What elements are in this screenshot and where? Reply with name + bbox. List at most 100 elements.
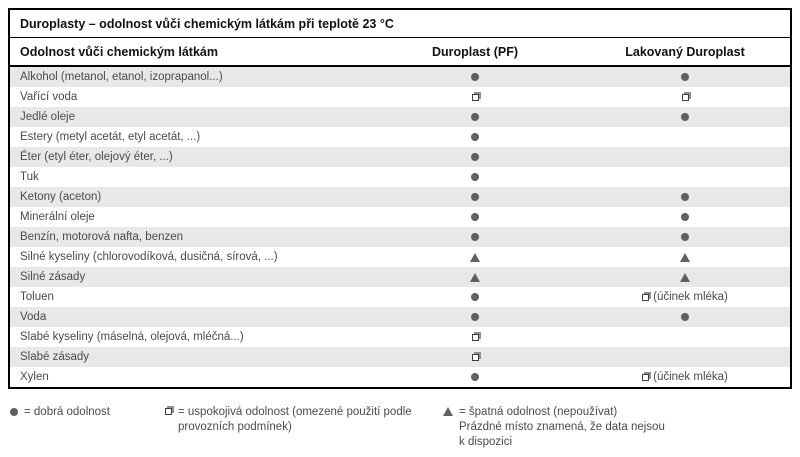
- substance-cell: Slabé kyseliny (máselná, olejová, mléčná…: [20, 331, 244, 343]
- poor-resistance-icon: [680, 272, 690, 282]
- chemical-resistance-table: Duroplasty – odolnost vůči chemickým lát…: [8, 8, 792, 389]
- poor-resistance-icon: [443, 407, 453, 416]
- good-resistance-icon: [10, 408, 18, 416]
- fair-resistance-icon: [471, 354, 479, 361]
- good-resistance-icon: [471, 213, 479, 221]
- table-row: Toluen (účinek mléka): [10, 287, 790, 307]
- rating-note: (účinek mléka): [653, 371, 728, 383]
- table-row: Xylen (účinek mléka): [10, 367, 790, 387]
- good-resistance-icon: [471, 233, 479, 241]
- good-resistance-icon: [681, 193, 689, 201]
- substance-cell: Alkohol (metanol, etanol, izoprapanol...…: [20, 71, 223, 83]
- duroplast-pf-rating-cell: [370, 233, 580, 241]
- duroplast-pf-rating-cell: [370, 73, 580, 81]
- duroplast-pf-rating-cell: [370, 272, 580, 282]
- legend-text-line: = dobrá odolnost: [24, 406, 110, 418]
- duroplast-pf-rating-cell: [370, 193, 580, 201]
- substance-cell: Tuk: [20, 171, 39, 183]
- legend-text-line: k dispozici: [459, 436, 513, 448]
- duroplast-pf-rating-cell: [370, 173, 580, 181]
- duroplast-pf-rating-cell: [370, 333, 580, 341]
- good-resistance-icon: [471, 113, 479, 121]
- legend-text-line: = špatná odolnost (nepoužívat): [459, 406, 618, 418]
- table-row: Silné zásady: [10, 267, 790, 287]
- header-duroplast-pf: Duroplast (PF): [431, 44, 519, 59]
- good-resistance-icon: [471, 373, 479, 381]
- lacquered-duroplast-rating-cell: [580, 93, 790, 101]
- substance-cell: Xylen: [20, 371, 49, 383]
- substance-cell: Éter (etyl éter, olejový éter, ...): [20, 151, 173, 163]
- good-resistance-icon: [681, 313, 689, 321]
- good-resistance-icon: [471, 73, 479, 81]
- table-row: Slabé kyseliny (máselná, olejová, mléčná…: [10, 327, 790, 347]
- legend-text-line: Prázdné místo znamená, že data nejsou: [459, 421, 665, 433]
- table-header-row: Odolnost vůči chemickým látkám Duroplast…: [10, 38, 790, 67]
- poor-resistance-icon: [470, 272, 480, 282]
- good-resistance-icon: [471, 193, 479, 201]
- header-substance: Odolnost vůči chemickým látkám: [20, 44, 218, 59]
- legend-text-line: provozních podmínek): [178, 421, 292, 433]
- table-row: Alkohol (metanol, etanol, izoprapanol...…: [10, 67, 790, 87]
- lacquered-duroplast-rating-cell: [580, 313, 790, 321]
- table-title: Duroplasty – odolnost vůči chemickým lát…: [10, 10, 790, 38]
- legend-text-line: = uspokojivá odolnost (omezené použití p…: [178, 406, 412, 418]
- fair-resistance-icon: [165, 408, 172, 415]
- duroplast-pf-rating-cell: [370, 353, 580, 361]
- rating-note: (účinek mléka): [653, 291, 728, 303]
- legend-item: = uspokojivá odolnost (omezené použití p…: [165, 405, 412, 435]
- good-resistance-icon: [471, 313, 479, 321]
- good-resistance-icon: [681, 213, 689, 221]
- good-resistance-icon: [471, 173, 479, 181]
- duroplast-pf-rating-cell: [370, 313, 580, 321]
- substance-cell: Slabé zásady: [20, 351, 90, 363]
- table-row: Estery (metyl acetát, etyl acetát, ...): [10, 127, 790, 147]
- legend-item: = dobrá odolnost: [10, 405, 110, 420]
- duroplast-pf-rating-cell: [370, 113, 580, 121]
- table-row: Jedlé oleje: [10, 107, 790, 127]
- legend-text: = uspokojivá odolnost (omezené použití p…: [178, 405, 412, 435]
- duroplast-pf-rating-cell: [370, 93, 580, 101]
- good-resistance-icon: [471, 133, 479, 141]
- fair-resistance-icon: [681, 94, 689, 101]
- poor-resistance-icon: [470, 252, 480, 262]
- duroplast-pf-rating-cell: [370, 293, 580, 301]
- lacquered-duroplast-rating-cell: [580, 213, 790, 221]
- table-row: Slabé zásady: [10, 347, 790, 367]
- substance-cell: Voda: [20, 311, 47, 323]
- lacquered-duroplast-rating-cell: [580, 113, 790, 121]
- fair-resistance-icon: [471, 334, 479, 341]
- good-resistance-icon: [681, 113, 689, 121]
- substance-cell: Silné kyseliny (chlorovodíková, dusičná,…: [20, 251, 278, 263]
- table-row: Éter (etyl éter, olejový éter, ...): [10, 147, 790, 167]
- fair-resistance-icon: [642, 374, 650, 381]
- table-row: Voda: [10, 307, 790, 327]
- table-row: Ketony (aceton): [10, 187, 790, 207]
- legend-text: = dobrá odolnost: [24, 405, 110, 420]
- poor-resistance-icon: [680, 252, 690, 262]
- lacquered-duroplast-rating-cell: [580, 193, 790, 201]
- lacquered-duroplast-rating-cell: [580, 252, 790, 262]
- table-row: Benzín, motorová nafta, benzen: [10, 227, 790, 247]
- fair-resistance-icon: [642, 294, 650, 301]
- good-resistance-icon: [681, 233, 689, 241]
- lacquered-duroplast-rating-cell: [580, 73, 790, 81]
- substance-cell: Silné zásady: [20, 271, 86, 283]
- substance-cell: Benzín, motorová nafta, benzen: [20, 231, 184, 243]
- lacquered-duroplast-rating-cell: [580, 272, 790, 282]
- table-row: Minerální oleje: [10, 207, 790, 227]
- legend-item: = špatná odolnost (nepoužívat) Prázdné mí…: [443, 405, 665, 450]
- substance-cell: Vařící voda: [20, 91, 78, 103]
- duroplast-pf-rating-cell: [370, 252, 580, 262]
- duroplast-pf-rating-cell: [370, 373, 580, 381]
- lacquered-duroplast-rating-cell: (účinek mléka): [580, 371, 790, 383]
- good-resistance-icon: [471, 153, 479, 161]
- header-lacquered-duroplast: Lakovaný Duroplast: [625, 44, 745, 59]
- duroplast-pf-rating-cell: [370, 213, 580, 221]
- fair-resistance-icon: [471, 94, 479, 101]
- substance-cell: Jedlé oleje: [20, 111, 75, 123]
- substance-cell: Ketony (aceton): [20, 191, 102, 203]
- table-row: Vařící voda: [10, 87, 790, 107]
- good-resistance-icon: [471, 293, 479, 301]
- good-resistance-icon: [681, 73, 689, 81]
- lacquered-duroplast-rating-cell: (účinek mléka): [580, 291, 790, 303]
